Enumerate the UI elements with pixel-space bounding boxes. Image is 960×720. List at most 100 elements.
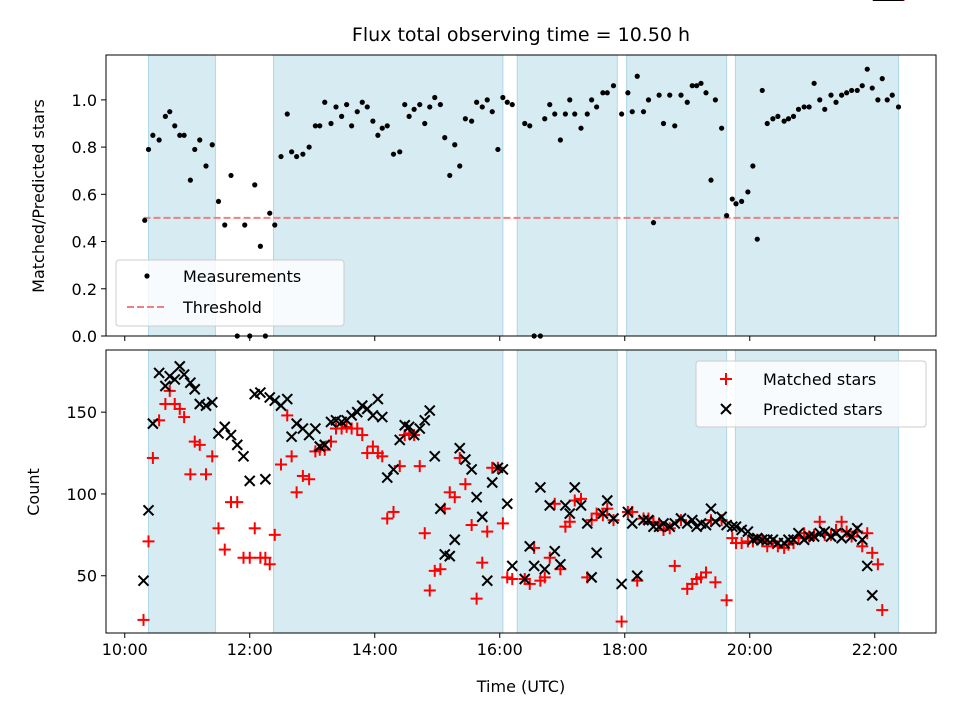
measurement-point [879,76,885,82]
measurement-point [889,92,895,98]
measurement-point [733,201,739,207]
matched-star-point [366,440,379,453]
measurement-point [228,172,234,179]
measurement-point [215,198,222,205]
shaded-span [516,54,618,337]
measurement-point [317,123,323,129]
measurement-point [567,97,573,103]
measurement-point [322,99,328,105]
measurement-point [562,111,568,117]
measurement-point [552,111,558,117]
predicted-star-point [564,507,576,520]
predicted-star-point [554,558,567,571]
measurement-point [390,151,397,157]
measurement-point [162,113,168,119]
measurement-point [572,111,578,117]
predicted-star-point [281,393,293,405]
measurement-point [177,132,183,138]
predicted-star-point [476,511,488,523]
predicted-star-point [481,574,493,587]
matched-star-point [146,451,159,464]
measurement-point [384,123,390,129]
predicted-star-point [700,519,712,531]
predicted-star-point [189,383,201,395]
measurement-point [457,163,463,169]
measurement-point [795,106,802,112]
legend-measurements-label: Measurements [183,267,301,286]
predicted-star-point [590,547,603,559]
bottom-y-ticks: 50 100 150 [66,403,106,586]
y-tick-label: 1.0 [72,91,97,110]
measurement-point [542,116,548,122]
matched-star-point [351,422,364,435]
predicted-star-point [544,499,556,512]
measurement-point [411,106,417,112]
measurement-point [578,125,584,131]
top-legend-box [115,259,345,327]
x-tick-label: 12:00 [227,640,273,659]
measurement-point [600,90,606,96]
measurement-point [844,90,850,96]
matched-star-point [218,543,231,556]
x-tick-label: 14:00 [352,640,398,659]
matched-star-point [813,515,826,528]
measurement-point [192,146,198,153]
predicted-star-point [219,421,231,433]
measurement-point [364,104,370,110]
predicted-star-point [681,517,693,530]
y-tick-label: 0.6 [72,185,97,204]
x-tick-label: 18:00 [602,640,648,659]
predicted-star-point [434,502,447,515]
measurement-point [187,177,193,183]
matched-star-point [361,447,374,460]
predicted-star-point [534,481,547,494]
predicted-star-point [486,476,498,489]
matched-star-point [231,496,244,509]
bottom-x-ticks: 10:00 12:00 14:00 16:00 18:00 20:00 22:00 [102,633,898,659]
shaded-span [626,54,728,337]
measurement-point [895,104,902,110]
predicted-star-point [585,571,598,584]
predicted-star-point [231,439,243,451]
matched-star-point [668,559,681,572]
measurement-point [754,236,760,242]
top-legend: Measurements Threshold [115,259,345,327]
predicted-star-point [637,514,650,526]
measurement-point [354,109,360,115]
matched-star-point [428,564,441,577]
measurement-point [432,94,438,101]
predicted-star-point [142,504,155,517]
predicted-star-point [351,406,363,418]
measurement-point [619,111,625,117]
measurement-point [474,99,480,105]
matched-star-point [596,509,609,522]
measurement-point [806,104,812,110]
predicted-star-point [808,530,820,543]
matched-star-point [200,468,212,481]
matched-star-point [700,566,712,579]
top-y-ticks: 0.0 0.2 0.4 0.6 0.8 1.0 [72,91,106,346]
legend-predicted-label: Predicted stars [763,400,883,419]
predicted-star-point [319,439,331,451]
legend-x-icon [720,403,732,415]
predicted-star-point [372,393,384,405]
matched-star-point [268,528,281,541]
measurement-point [645,97,652,103]
predicted-star-point [497,463,509,476]
predicted-star-point [597,507,609,520]
measurement-point [181,132,187,138]
measurement-point [349,123,355,129]
measurement-point [172,123,178,129]
measurement-point [859,83,865,89]
measurement-point [698,80,704,86]
matched-star-point [871,558,884,571]
measurement-point [284,111,290,117]
measurement-point [294,153,300,160]
measurement-point [650,220,657,226]
predicted-star-point [856,534,868,546]
measurement-point [729,196,735,202]
measurement-point [854,87,860,94]
bottom-legend: Matched stars Predicted stars [695,360,927,428]
measurement-point [359,99,365,105]
legend-threshold-label: Threshold [182,298,262,317]
